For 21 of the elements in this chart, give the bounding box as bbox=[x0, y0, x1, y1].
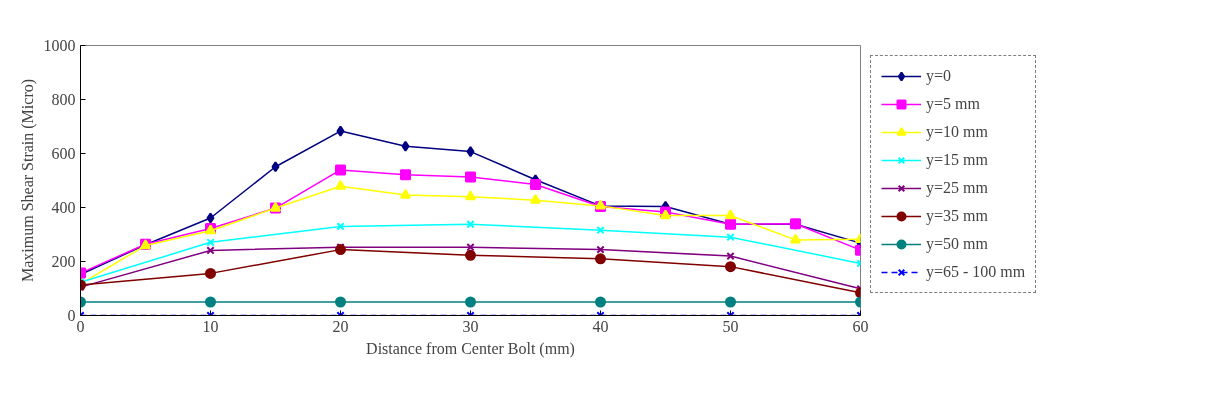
legend-label: y=50 mm bbox=[926, 235, 988, 253]
y-axis-title: Maximum Shear Strain (Micro) bbox=[18, 78, 37, 283]
legend-label: y=25 mm bbox=[926, 179, 988, 197]
x-tick-label: 20 bbox=[332, 317, 349, 335]
x-axis-title: Distance from Center Bolt (mm) bbox=[366, 339, 575, 358]
legend-label: y=5 mm bbox=[926, 95, 980, 113]
legend-label: y=65 - 100 mm bbox=[926, 263, 1026, 281]
legend-label: y=35 mm bbox=[926, 207, 988, 225]
x-tick-label: 50 bbox=[722, 317, 739, 335]
y-tick-label: 200 bbox=[51, 253, 76, 270]
y-tick-label: 400 bbox=[51, 199, 76, 216]
x-tick-label: 30 bbox=[462, 317, 479, 335]
legend-label: y=0 bbox=[926, 67, 952, 85]
y-tick-label: 800 bbox=[51, 91, 76, 108]
legend-label: y=10 mm bbox=[926, 123, 988, 141]
x-tick-label: 60 bbox=[852, 317, 869, 335]
x-tick-label: 40 bbox=[592, 317, 609, 335]
y-tick-label: 1000 bbox=[43, 37, 76, 54]
y-tick-label: 600 bbox=[51, 145, 76, 162]
x-tick-label: 10 bbox=[202, 317, 219, 335]
legend-label: y=15 mm bbox=[926, 151, 988, 169]
